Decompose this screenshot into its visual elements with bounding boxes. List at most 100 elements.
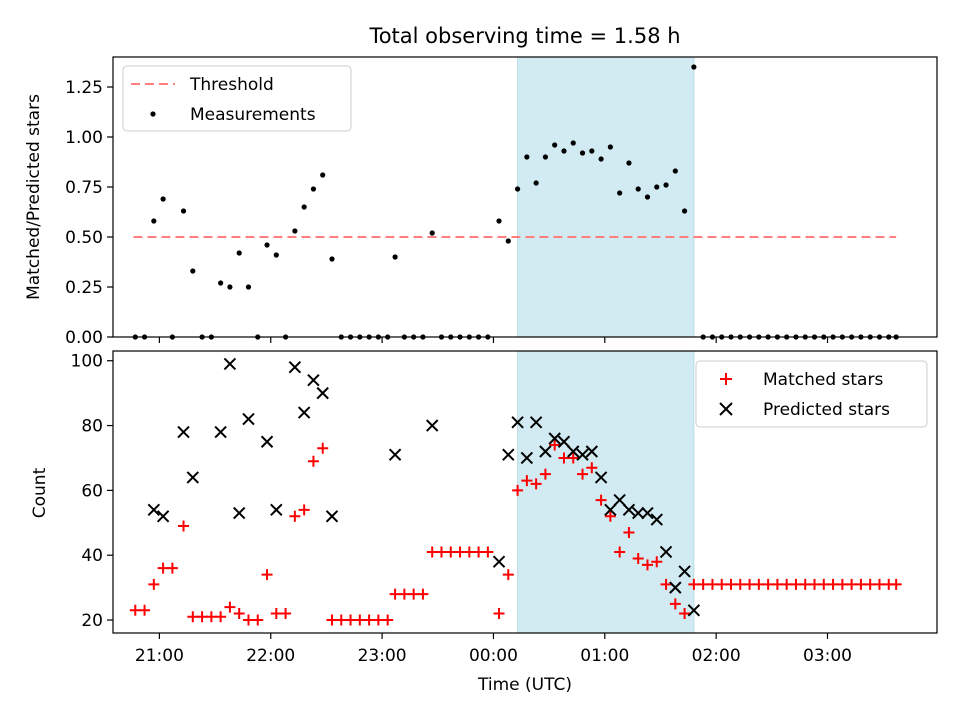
matched-star-point (623, 527, 635, 539)
measurement-point (552, 142, 558, 148)
matched-star-point (669, 598, 681, 610)
predicted-star-point (678, 565, 691, 578)
measurement-point (514, 186, 521, 192)
measurement-point (227, 284, 233, 290)
predicted-star-point (576, 448, 589, 461)
measurement-point (320, 172, 326, 178)
x-axis-label: Time (UTC) (477, 675, 572, 695)
predicted-star-point (567, 445, 580, 458)
xtick-label: 02:00 (692, 646, 741, 666)
measurement-point (151, 218, 157, 224)
measurement-point (682, 208, 688, 214)
top-ytick-label: 1.00 (65, 128, 103, 148)
xtick-label: 01:00 (580, 646, 629, 666)
matched-star-point (836, 578, 848, 590)
top-plot: 0.00 0.25 0.50 0.75 1.00 1.25 Matched/Predict… (24, 56, 938, 348)
xtick-label: 03:00 (803, 646, 852, 666)
matched-star-point (827, 578, 839, 590)
bottom-ytick-label: 60 (81, 481, 103, 501)
matched-star-point (408, 588, 420, 600)
matched-star-point (196, 611, 208, 623)
bottom-plot-frame (112, 350, 938, 634)
measurement-point (617, 190, 623, 196)
bottom-ytick-label: 100 (71, 352, 103, 372)
predicted-star-point (147, 503, 161, 517)
matched-star-point (382, 614, 394, 626)
matched-star-point (558, 452, 570, 464)
matched-star-point (890, 578, 902, 590)
matched-star-point (298, 504, 310, 516)
measurement-point (635, 186, 641, 192)
matched-star-point (632, 552, 644, 564)
matched-star-point (363, 614, 375, 626)
matched-star-point (317, 442, 329, 454)
matched-star-point (873, 578, 885, 590)
matched-star-point (697, 578, 709, 590)
matched-star-point (289, 510, 301, 522)
matched-star-point (809, 578, 821, 590)
predicted-star-point (388, 448, 402, 461)
bottom-shaded-region (517, 350, 695, 634)
measurement-point (579, 150, 586, 156)
top-legend: Threshold Measurements (122, 65, 352, 132)
measurement-point (691, 64, 697, 70)
measurement-point (570, 140, 576, 146)
predicted-star-point (529, 416, 543, 429)
measurement-point (236, 250, 242, 256)
predicted-star-point (641, 506, 654, 520)
matched-star-point (790, 578, 802, 590)
matched-star-point (233, 608, 245, 620)
matched-star-point (799, 578, 811, 590)
matched-star-point (426, 546, 438, 558)
matched-star-point (205, 611, 217, 623)
matched-star-point (604, 510, 616, 522)
predicted-star-point (214, 425, 227, 439)
legend-matched-label: Matched stars (763, 370, 883, 390)
matched-star-point (166, 562, 178, 574)
measurement-point (654, 184, 660, 190)
measurement-point (607, 144, 613, 150)
predicted-star-point (539, 445, 552, 458)
matched-star-point (688, 578, 700, 590)
matched-star-point (354, 614, 366, 626)
measurement-point (301, 204, 307, 210)
matched-star-point (818, 578, 830, 590)
predicted-star-point (502, 448, 515, 461)
matched-star-point (577, 468, 589, 480)
measurement-point (533, 180, 539, 186)
measurement-point (496, 218, 502, 224)
predicted-star-point (270, 503, 283, 517)
predicted-star-point (156, 510, 170, 523)
matched-star-point (549, 439, 561, 451)
predicted-star-point (492, 555, 506, 568)
predicted-star-point (242, 412, 255, 426)
predicted-star-point (425, 419, 439, 432)
matched-star-point (595, 494, 607, 506)
figure-title: Total observing time = 1.58 h (368, 24, 680, 48)
matched-star-point (187, 611, 199, 623)
measurement-point (589, 148, 595, 154)
legend-predicted-swatch (719, 402, 733, 416)
matched-star-point (307, 455, 319, 467)
measurement-point (663, 182, 669, 188)
predicted-star-point (604, 503, 617, 517)
matched-star-point (326, 614, 338, 626)
predicted-star-point (659, 545, 673, 559)
matched-star-point (614, 546, 626, 558)
matched-star-point (521, 475, 533, 487)
matched-star-point (261, 569, 273, 581)
legend-measurements-label: Measurements (190, 105, 316, 125)
matched-star-point (435, 546, 447, 558)
predicted-star-point (585, 445, 599, 458)
matched-star-point (148, 578, 160, 590)
top-y-axis-label: Matched/Predicted stars (24, 94, 44, 300)
measurement-point (292, 228, 298, 234)
measurement-point (598, 156, 604, 162)
top-ytick-label: 0.00 (65, 328, 103, 348)
matched-star-point (651, 556, 663, 568)
xtick-label: 21:00 (135, 646, 184, 666)
matched-star-point (744, 578, 756, 590)
matched-star-point (473, 546, 485, 558)
predicted-star-point (520, 451, 534, 465)
